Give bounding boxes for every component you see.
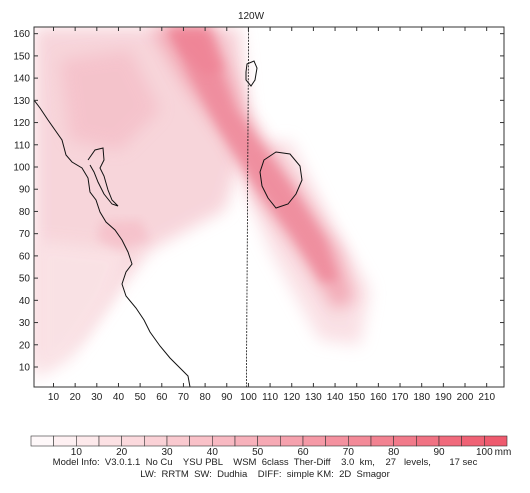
y-tick-label: 10: [19, 363, 31, 374]
precipitation-shading: [34, 27, 370, 380]
coastline: [34, 60, 303, 387]
meridian-120w: [246, 26, 249, 388]
y-tick-label: 130: [13, 96, 30, 107]
x-tick-label: 140: [327, 392, 344, 403]
colorbar-swatch: [234, 435, 258, 447]
colorbar-swatch: [212, 435, 236, 447]
colorbar-label: 30: [161, 447, 173, 458]
y-tick-label: 80: [19, 207, 31, 218]
colorbar-swatch: [348, 435, 372, 447]
colorbar-swatch: [302, 435, 326, 447]
x-tick-label: 40: [113, 392, 125, 403]
x-tick-label: 50: [135, 392, 147, 403]
bay-outline: [87, 147, 119, 207]
y-tick-label: 30: [19, 318, 31, 329]
y-tick-label: 20: [19, 340, 31, 351]
colorbar-swatch: [98, 435, 122, 447]
coastal-pocket-1: [98, 220, 150, 250]
mainland-coast: [34, 99, 191, 387]
offshore-island: [259, 151, 303, 209]
main-rain-core: [170, 30, 338, 282]
x-tick-label: 10: [48, 392, 60, 403]
x-tick-label: 20: [70, 392, 82, 403]
y-tick-label: 150: [13, 51, 30, 62]
model-info-line-2: LW: RRTM SW: Dudhia DIFF: simple KM: 2D …: [140, 469, 390, 480]
x-tick-label: 170: [392, 392, 409, 403]
y-tick-label: 60: [19, 251, 31, 262]
plot-area: 10 20 30 40 50 60 70 80 90 100 110 120 130 140 150 160 1…: [13, 26, 505, 403]
y-tick-label: 50: [19, 274, 31, 285]
model-info-line-1: Model Info: V3.0.1.1 No Cu YSU PBL WSM 6…: [52, 457, 478, 468]
colorbar-label: 60: [297, 447, 309, 458]
colorbar: 10 20 30 40 50 60 70 80 90 100 mm: [30, 435, 512, 458]
colorbar-label: 90: [433, 447, 445, 458]
colorbar-label: 100: [476, 447, 493, 458]
colorbar-swatch: [325, 435, 349, 447]
light-coastal-band-lower: [34, 240, 130, 380]
colorbar-label: mm: [495, 447, 512, 458]
colorbar-swatch: [76, 435, 100, 447]
colorbar-swatch: [370, 435, 394, 447]
x-tick-label: 130: [305, 392, 322, 403]
x-tick-label: 110: [262, 392, 278, 403]
colorbar-swatch: [53, 435, 77, 447]
colorbar-label: 40: [207, 447, 219, 458]
y-tick-label: 110: [14, 140, 30, 151]
colorbar-label: 10: [71, 447, 83, 458]
colorbar-swatch: [166, 435, 190, 447]
colorbar-swatch: [144, 435, 168, 447]
x-tick-label: 160: [370, 392, 387, 403]
y-tick-label: 140: [13, 74, 30, 85]
y-tick-label: 120: [13, 118, 30, 129]
x-axis: 10 20 30 40 50 60 70 80 90 100 110 120 130 140 150 160 1…: [48, 27, 495, 403]
colorbar-swatch: [393, 435, 417, 447]
y-tick-label: 160: [13, 29, 30, 40]
x-tick-label: 120: [283, 392, 300, 403]
colorbar-swatch: [257, 435, 281, 447]
x-tick-label: 70: [178, 392, 190, 403]
colorbar-label: 80: [388, 447, 400, 458]
colorbar-swatch: [484, 435, 508, 447]
y-tick-label: 40: [19, 296, 31, 307]
x-tick-label: 210: [478, 392, 495, 403]
colorbar-swatch: [461, 435, 485, 447]
colorbar-swatch: [438, 435, 462, 447]
colorbar-swatch: [121, 435, 145, 447]
x-tick-label: 100: [240, 392, 257, 403]
y-axis: 10 20 30 40 50 60 70 80 90 100 110 120 130 140 150 160: [13, 29, 504, 374]
colorbar-swatch: [189, 435, 213, 447]
upper-core: [165, 27, 225, 75]
colorbar-label: 70: [343, 447, 355, 458]
colorbar-label: 50: [252, 447, 264, 458]
x-tick-label: 190: [435, 392, 452, 403]
x-tick-label: 180: [413, 392, 430, 403]
x-tick-label: 90: [221, 392, 233, 403]
coastal-pocket-2: [60, 50, 160, 150]
colorbar-swatch: [416, 435, 440, 447]
x-tick-label: 80: [200, 392, 212, 403]
x-tick-label: 200: [457, 392, 474, 403]
colorbar-swatch: [30, 435, 54, 447]
y-tick-label: 90: [19, 185, 31, 196]
channel-island: [245, 60, 258, 87]
plot-frame: [33, 26, 505, 388]
colorbar-swatch: [280, 435, 304, 447]
map-title: 120W: [238, 11, 265, 22]
y-tick-label: 70: [19, 229, 31, 240]
colorbar-label: 20: [116, 447, 128, 458]
x-tick-label: 150: [348, 392, 365, 403]
x-tick-label: 30: [91, 392, 103, 403]
y-tick-label: 100: [13, 163, 30, 174]
x-tick-label: 60: [156, 392, 168, 403]
